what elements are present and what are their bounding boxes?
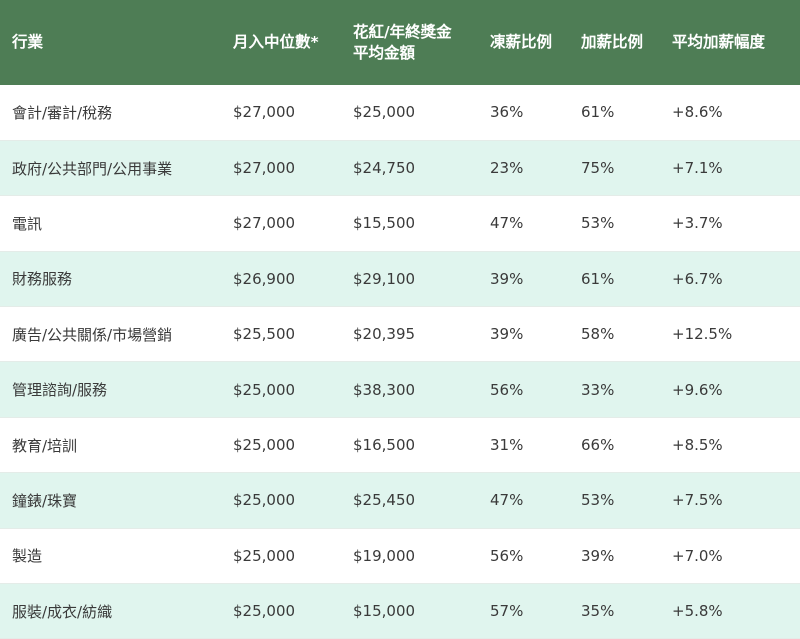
cell-raise-ratio: 53%	[573, 472, 664, 529]
cell-freeze-ratio: 39%	[482, 251, 573, 308]
table-row: 鐘錶/珠寶 $25,000 $25,450 47% 53% +7.5%	[0, 472, 800, 529]
header-bonus: 花紅/年終獎金 平均金額	[345, 0, 482, 85]
cell-freeze-ratio: 39%	[482, 306, 573, 363]
cell-raise-ratio: 61%	[573, 85, 664, 141]
header-freeze-ratio-label: 凍薪比例	[490, 33, 553, 51]
cell-avg-raise: +7.0%	[664, 528, 800, 585]
header-industry: 行業	[0, 0, 225, 85]
cell-median-salary: $27,000	[225, 140, 345, 197]
table-header: 行業 月入中位數* 花紅/年終獎金 平均金額 凍薪比例 加薪比例 平均加薪幅度	[0, 0, 800, 85]
cell-freeze-ratio: 23%	[482, 140, 573, 197]
cell-median-salary: $25,000	[225, 472, 345, 529]
cell-raise-ratio: 35%	[573, 583, 664, 639]
header-industry-label: 行業	[12, 33, 44, 51]
cell-freeze-ratio: 36%	[482, 85, 573, 141]
header-avg-raise-label: 平均加薪幅度	[672, 33, 766, 51]
cell-freeze-ratio: 31%	[482, 417, 573, 474]
cell-bonus: $16,500	[345, 417, 482, 474]
header-row: 行業 月入中位數* 花紅/年終獎金 平均金額 凍薪比例 加薪比例 平均加薪幅度	[0, 0, 800, 85]
table-row: 電訊 $27,000 $15,500 47% 53% +3.7%	[0, 195, 800, 252]
cell-industry: 會計/審計/稅務	[0, 85, 225, 141]
table-row: 財務服務 $26,900 $29,100 39% 61% +6.7%	[0, 251, 800, 308]
table-row: 廣告/公共關係/市場營銷 $25,500 $20,395 39% 58% +12.5%	[0, 306, 800, 363]
header-raise-ratio: 加薪比例	[573, 0, 664, 85]
header-raise-ratio-label: 加薪比例	[581, 33, 644, 51]
cell-industry: 電訊	[0, 195, 225, 252]
cell-bonus: $24,750	[345, 140, 482, 197]
cell-bonus: $15,000	[345, 583, 482, 639]
cell-bonus: $38,300	[345, 361, 482, 418]
cell-bonus: $19,000	[345, 528, 482, 585]
table-row: 服裝/成衣/紡織 $25,000 $15,000 57% 35% +5.8%	[0, 583, 800, 639]
cell-avg-raise: +3.7%	[664, 195, 800, 252]
cell-industry: 財務服務	[0, 251, 225, 308]
cell-median-salary: $27,000	[225, 195, 345, 252]
table-row: 教育/培訓 $25,000 $16,500 31% 66% +8.5%	[0, 417, 800, 474]
cell-industry: 政府/公共部門/公用事業	[0, 140, 225, 197]
cell-industry: 管理諮詢/服務	[0, 361, 225, 418]
cell-avg-raise: +5.8%	[664, 583, 800, 639]
table-row: 政府/公共部門/公用事業 $27,000 $24,750 23% 75% +7.1%	[0, 140, 800, 197]
cell-freeze-ratio: 56%	[482, 528, 573, 585]
cell-median-salary: $25,500	[225, 306, 345, 363]
cell-avg-raise: +8.5%	[664, 417, 800, 474]
cell-freeze-ratio: 57%	[482, 583, 573, 639]
table-body: 會計/審計/稅務 $27,000 $25,000 36% 61% +8.6% 政府/公共部門…	[0, 85, 800, 639]
cell-industry: 鐘錶/珠寶	[0, 472, 225, 529]
cell-raise-ratio: 61%	[573, 251, 664, 308]
header-bonus-label-line1: 花紅/年終獎金	[353, 22, 452, 41]
cell-avg-raise: +8.6%	[664, 85, 800, 141]
cell-raise-ratio: 75%	[573, 140, 664, 197]
cell-raise-ratio: 66%	[573, 417, 664, 474]
table-row: 會計/審計/稅務 $27,000 $25,000 36% 61% +8.6%	[0, 85, 800, 141]
cell-avg-raise: +12.5%	[664, 306, 800, 363]
header-avg-raise: 平均加薪幅度	[664, 0, 800, 85]
cell-avg-raise: +7.5%	[664, 472, 800, 529]
header-median-salary-label: 月入中位數*	[233, 33, 319, 51]
cell-freeze-ratio: 47%	[482, 472, 573, 529]
cell-raise-ratio: 53%	[573, 195, 664, 252]
header-freeze-ratio: 凍薪比例	[482, 0, 573, 85]
cell-median-salary: $25,000	[225, 528, 345, 585]
cell-industry: 教育/培訓	[0, 417, 225, 474]
cell-bonus: $29,100	[345, 251, 482, 308]
cell-raise-ratio: 33%	[573, 361, 664, 418]
cell-freeze-ratio: 47%	[482, 195, 573, 252]
cell-avg-raise: +7.1%	[664, 140, 800, 197]
cell-median-salary: $27,000	[225, 85, 345, 141]
cell-industry: 服裝/成衣/紡織	[0, 583, 225, 639]
table-row: 管理諮詢/服務 $25,000 $38,300 56% 33% +9.6%	[0, 361, 800, 418]
cell-bonus: $25,000	[345, 85, 482, 141]
cell-bonus: $25,450	[345, 472, 482, 529]
cell-raise-ratio: 39%	[573, 528, 664, 585]
cell-median-salary: $25,000	[225, 361, 345, 418]
cell-raise-ratio: 58%	[573, 306, 664, 363]
cell-avg-raise: +9.6%	[664, 361, 800, 418]
header-bonus-label-line2: 平均金額	[353, 43, 416, 62]
table-row: 製造 $25,000 $19,000 56% 39% +7.0%	[0, 528, 800, 585]
cell-avg-raise: +6.7%	[664, 251, 800, 308]
cell-bonus: $15,500	[345, 195, 482, 252]
cell-median-salary: $26,900	[225, 251, 345, 308]
cell-industry: 製造	[0, 528, 225, 585]
cell-freeze-ratio: 56%	[482, 361, 573, 418]
header-median-salary: 月入中位數*	[225, 0, 345, 85]
cell-median-salary: $25,000	[225, 417, 345, 474]
cell-industry: 廣告/公共關係/市場營銷	[0, 306, 225, 363]
cell-median-salary: $25,000	[225, 583, 345, 639]
cell-bonus: $20,395	[345, 306, 482, 363]
